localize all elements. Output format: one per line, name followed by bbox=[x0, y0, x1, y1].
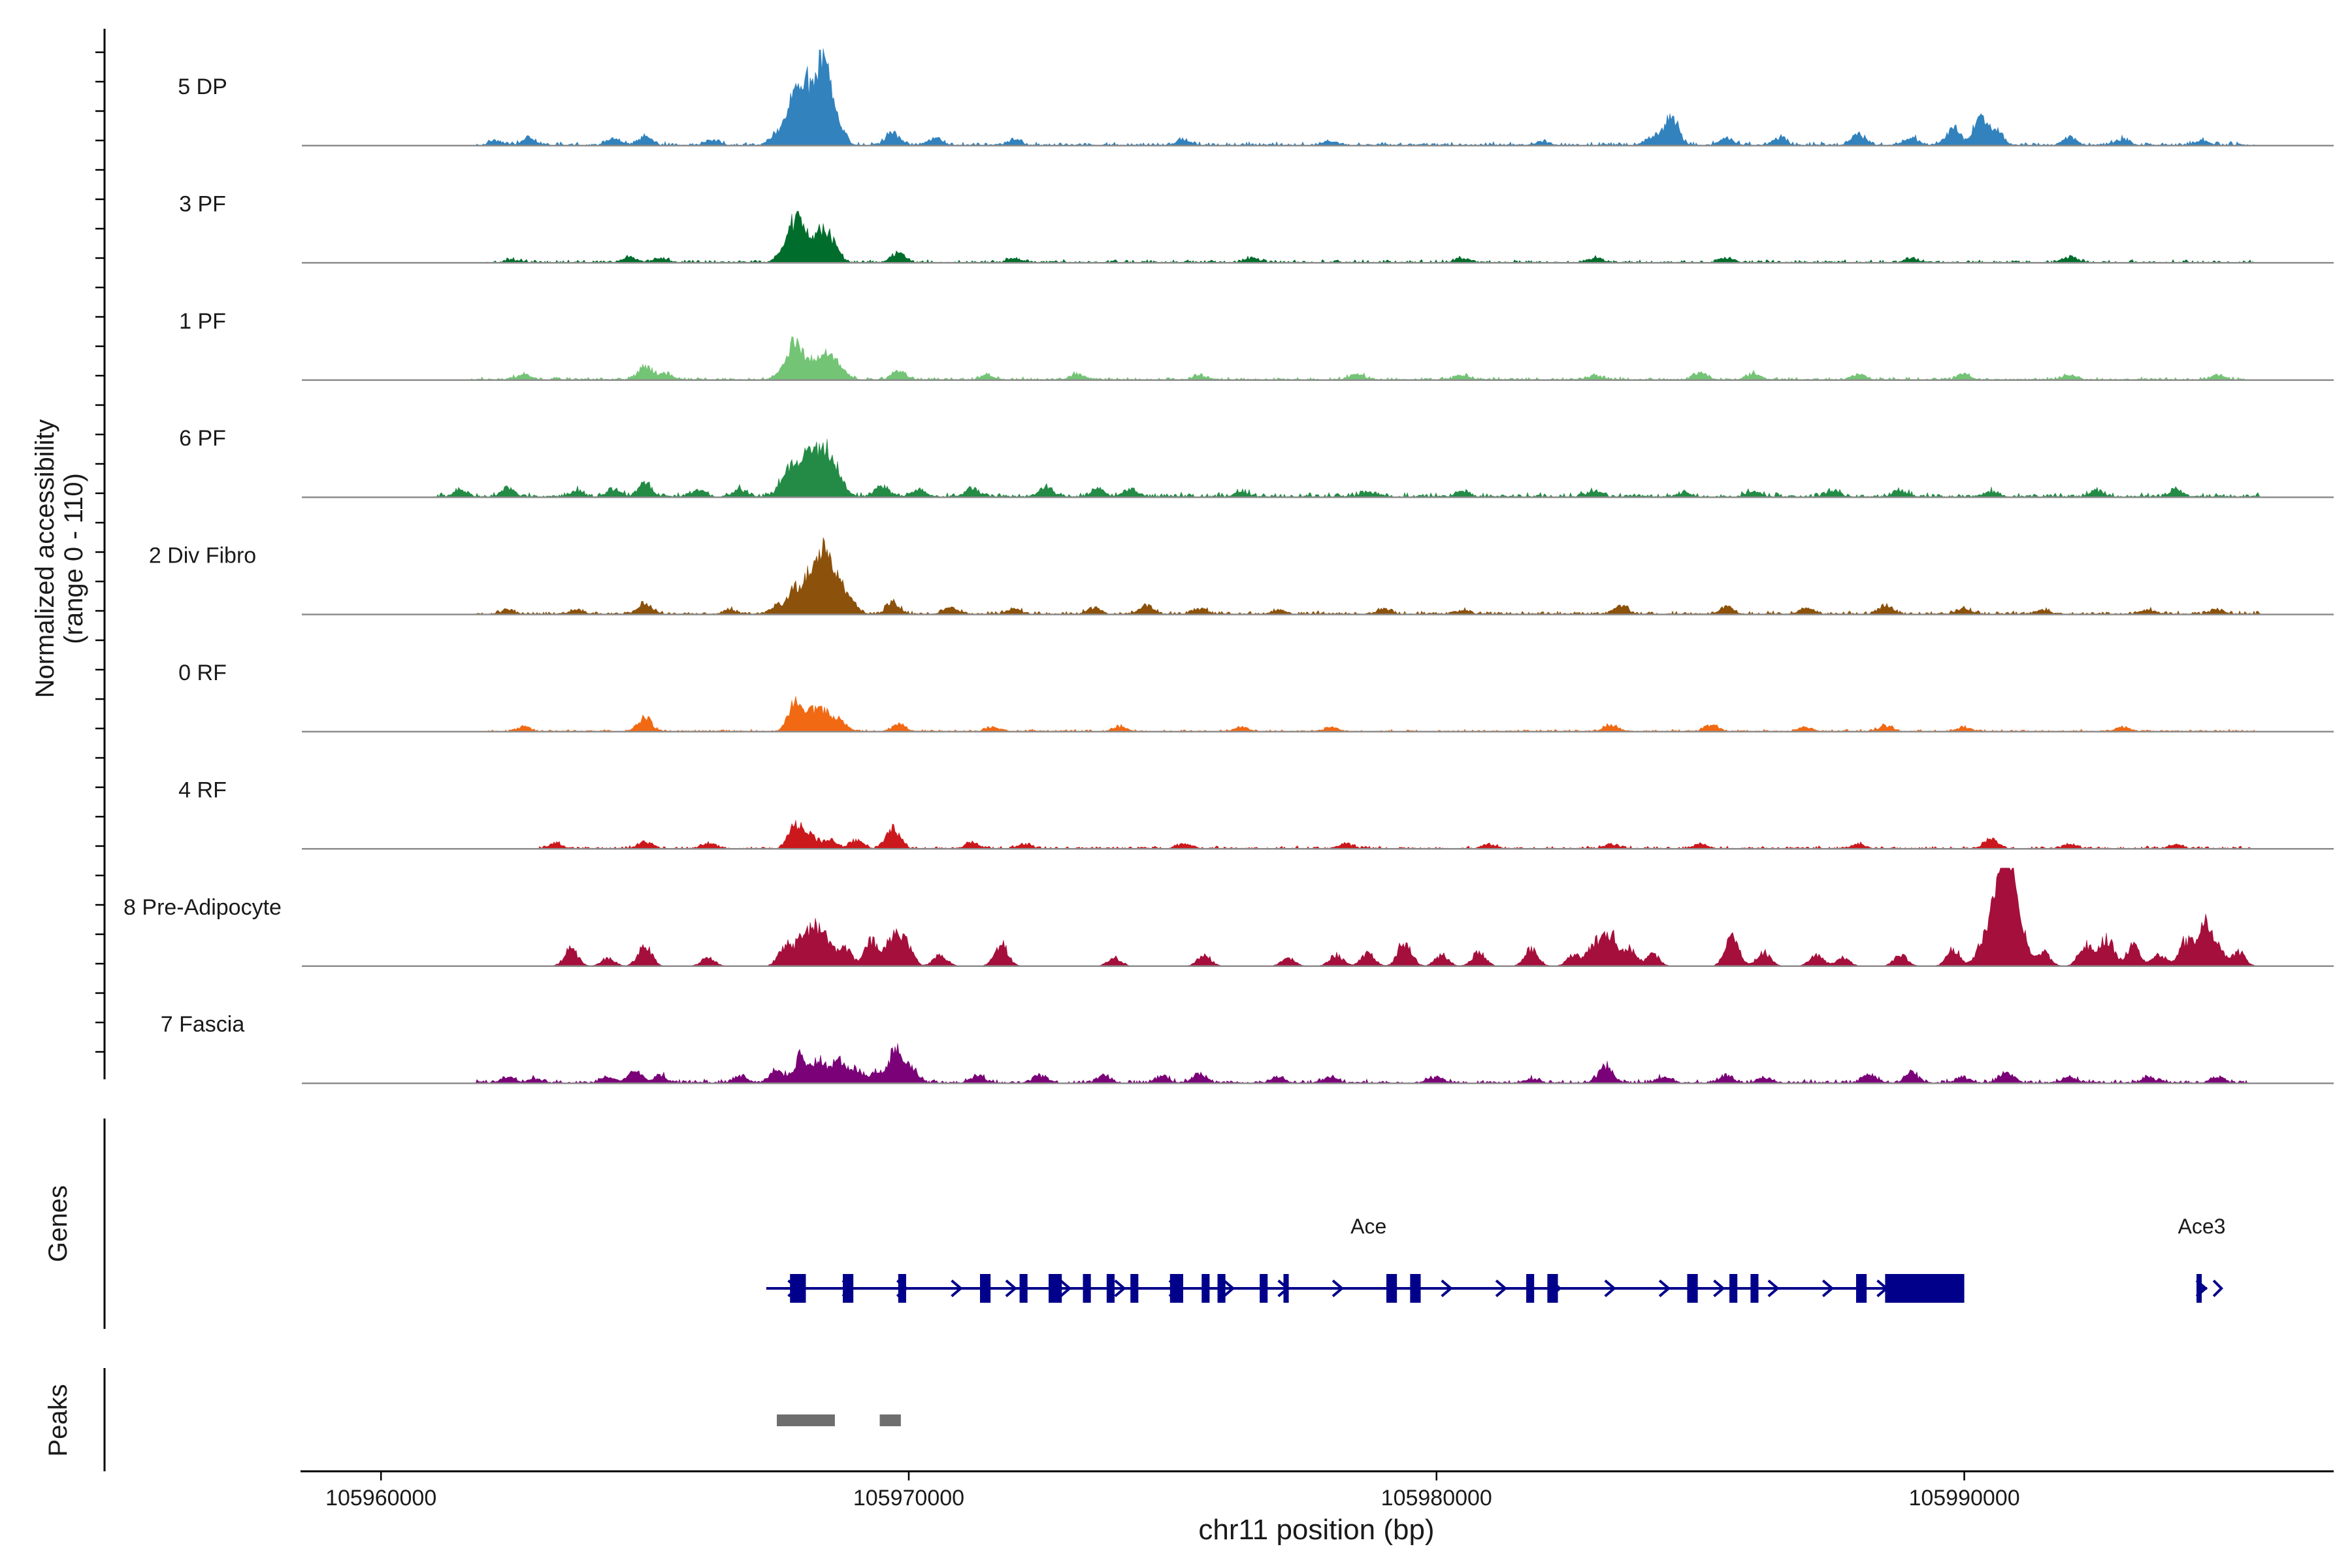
strand-arrow bbox=[1331, 1279, 1345, 1298]
strand-arrow bbox=[1604, 1279, 1616, 1298]
exon bbox=[2196, 1274, 2202, 1303]
exon bbox=[1130, 1274, 1139, 1303]
exon bbox=[1201, 1274, 1210, 1303]
strand-arrow bbox=[1005, 1279, 1018, 1298]
exon bbox=[898, 1274, 906, 1303]
strand-arrow bbox=[1713, 1279, 1725, 1298]
track-signal bbox=[302, 336, 2334, 381]
exon bbox=[1729, 1274, 1738, 1303]
gene-ace3: Ace3 bbox=[2178, 1215, 2226, 1303]
track-signal bbox=[302, 537, 2334, 615]
exon bbox=[1283, 1274, 1289, 1303]
track-label: 7 Fascia bbox=[161, 1012, 245, 1037]
exon bbox=[1217, 1274, 1226, 1303]
track-signal bbox=[302, 820, 2334, 849]
peak-region bbox=[879, 1414, 901, 1426]
y-axis-title: Normalized accessibility (range 0 - 110) bbox=[31, 419, 88, 698]
track-signal bbox=[302, 48, 2334, 146]
peak-region bbox=[777, 1414, 835, 1426]
strand-arrow bbox=[1114, 1279, 1126, 1298]
track-signal bbox=[302, 696, 2334, 732]
exon bbox=[1526, 1274, 1535, 1303]
track-7-fascia: 7 Fascia bbox=[161, 1012, 2334, 1085]
x-tick-label: 105970000 bbox=[853, 1486, 964, 1511]
track-0-rf: 0 RF bbox=[178, 661, 2334, 733]
track-4-rf: 4 RF bbox=[178, 777, 2334, 850]
strand-arrow bbox=[951, 1279, 963, 1298]
exon bbox=[790, 1274, 806, 1303]
track-signal bbox=[302, 1043, 2334, 1084]
genes-panel-label: Genes bbox=[44, 1185, 73, 1262]
track-label: 4 RF bbox=[178, 777, 227, 802]
track-label: 0 RF bbox=[178, 661, 227, 685]
exon bbox=[1885, 1274, 1965, 1303]
track-5-dp: 5 DP bbox=[178, 48, 2334, 147]
exon bbox=[1386, 1274, 1397, 1303]
exon bbox=[1260, 1274, 1268, 1303]
exon bbox=[1687, 1274, 1698, 1303]
strand-arrow bbox=[2212, 1279, 2223, 1298]
exon bbox=[842, 1274, 854, 1303]
track-label: 2 Div Fibro bbox=[149, 544, 256, 568]
track-label: 8 Pre-Adipocyte bbox=[123, 895, 282, 920]
gene-label: Ace bbox=[1350, 1215, 1386, 1238]
peak-regions bbox=[777, 1414, 901, 1426]
peaks-panel-label: Peaks bbox=[44, 1384, 73, 1456]
coverage-tracks: 5 DP 3 PF 1 PF 6 PF 2 Div Fibro 0 RF 4 RF 8 Pre… bbox=[123, 48, 2334, 1085]
x-axis-title: chr11 position (bp) bbox=[1198, 1514, 1434, 1546]
track-8-pre-adipocyte: 8 Pre-Adipocyte bbox=[123, 868, 2334, 967]
strand-arrow bbox=[1658, 1279, 1671, 1298]
exon bbox=[1410, 1274, 1421, 1303]
exon bbox=[1750, 1274, 1759, 1303]
track-label: 1 PF bbox=[179, 309, 226, 334]
gene-annotations: Ace Ace3 bbox=[766, 1215, 2226, 1303]
track-6-pf: 6 PF bbox=[179, 426, 2334, 498]
track-2-div-fibro: 2 Div Fibro bbox=[149, 537, 2334, 615]
coverage-y-ticks bbox=[95, 51, 105, 1053]
exon bbox=[1547, 1274, 1558, 1303]
strand-arrow bbox=[1767, 1279, 1780, 1298]
strand-arrow bbox=[1441, 1279, 1453, 1298]
track-label: 3 PF bbox=[179, 191, 226, 216]
exon bbox=[1083, 1274, 1091, 1303]
exon bbox=[1855, 1274, 1867, 1303]
y-axis-title-line2: (range 0 - 110) bbox=[59, 473, 88, 644]
track-label: 5 DP bbox=[178, 74, 227, 99]
exon bbox=[1106, 1274, 1115, 1303]
gene-ace: Ace bbox=[766, 1215, 1965, 1303]
y-axis-title-line1: Normalized accessibility bbox=[31, 419, 59, 698]
strand-arrow bbox=[1223, 1279, 1235, 1298]
x-tick-label: 105960000 bbox=[325, 1486, 436, 1511]
track-signal bbox=[302, 868, 2334, 966]
strand-arrow bbox=[1495, 1279, 1508, 1298]
exon bbox=[980, 1274, 991, 1303]
track-signal bbox=[302, 210, 2334, 263]
track-signal bbox=[302, 438, 2334, 498]
exon bbox=[1049, 1274, 1062, 1303]
x-tick-label: 105990000 bbox=[1908, 1486, 2019, 1511]
strand-arrow bbox=[1059, 1279, 1072, 1298]
exon bbox=[1169, 1274, 1184, 1303]
x-axis-ticks: 105960000 105970000 105980000 105990000 bbox=[325, 1471, 2020, 1511]
track-1-pf: 1 PF bbox=[179, 309, 2334, 381]
exon bbox=[1019, 1274, 1028, 1303]
x-tick-label: 105980000 bbox=[1381, 1486, 1492, 1511]
strand-arrow bbox=[1821, 1279, 1835, 1298]
track-label: 6 PF bbox=[179, 426, 226, 451]
gene-label: Ace3 bbox=[2178, 1215, 2226, 1238]
track-3-pf: 3 PF bbox=[179, 191, 2334, 264]
